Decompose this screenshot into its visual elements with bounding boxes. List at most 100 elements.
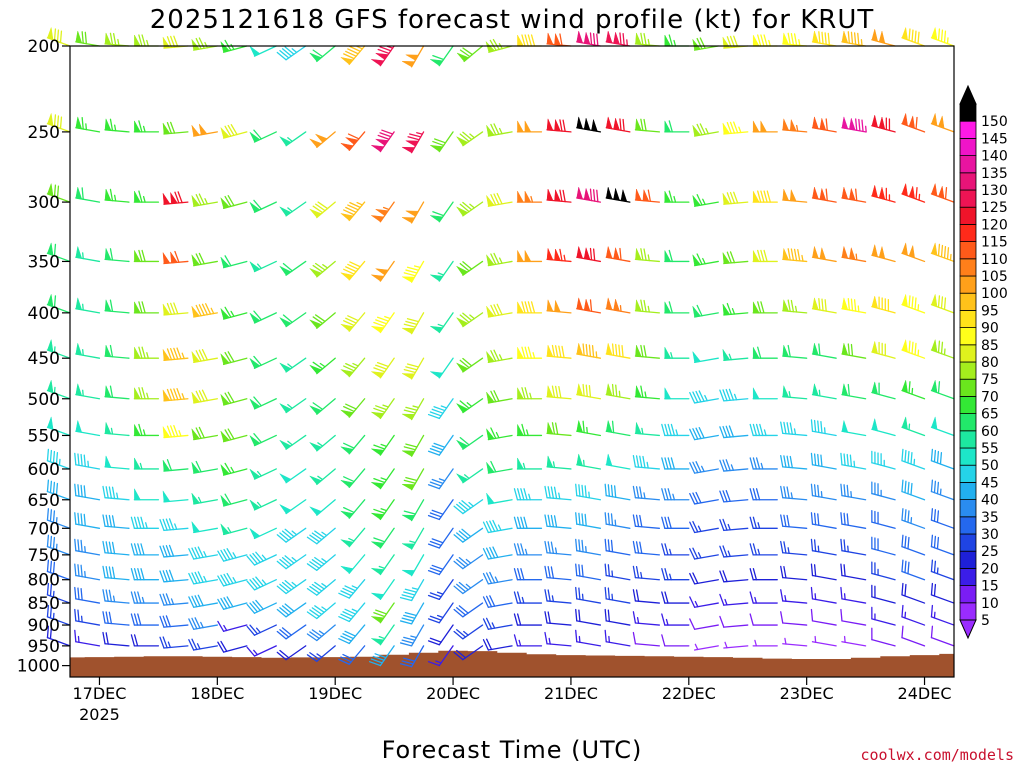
- wind-barb: [575, 563, 602, 581]
- colorbar-swatch: [959, 464, 977, 483]
- wind-barb: [810, 419, 837, 437]
- plot-frame: [69, 45, 955, 678]
- wind-barb: [752, 639, 778, 647]
- wind-barb: [130, 543, 160, 556]
- wind-barb: [75, 187, 101, 203]
- wind-barb: [75, 383, 101, 400]
- colorbar-label: 45: [981, 475, 999, 491]
- wind-barb: [159, 615, 189, 628]
- wind-barb: [871, 381, 896, 400]
- wind-barb: [544, 611, 572, 626]
- wind-barb: [309, 499, 336, 516]
- wind-barb: [371, 554, 395, 576]
- colorbar-swatch: [959, 378, 977, 397]
- credit-link[interactable]: coolwx.com/models: [860, 746, 1014, 764]
- wind-barb: [133, 423, 160, 437]
- wind-barb: [749, 516, 778, 529]
- wind-barb: [456, 434, 484, 450]
- wind-barb: [249, 129, 277, 143]
- wind-barb: [430, 131, 454, 153]
- colorbar-swatch: [959, 223, 977, 242]
- y-tick-label: 250: [28, 123, 60, 143]
- wind-barb: [576, 343, 602, 359]
- wind-barb: [841, 116, 867, 133]
- wind-barb: [399, 645, 425, 668]
- wind-barb: [338, 624, 366, 645]
- wind-barb: [279, 312, 307, 328]
- wind-barb: [576, 116, 602, 133]
- wind-barb: [752, 190, 778, 203]
- wind-barb: [719, 518, 749, 532]
- wind-barb: [246, 551, 277, 566]
- colorbar-swatch: [959, 361, 977, 380]
- colorbar-swatch: [959, 120, 977, 139]
- wind-barb: [841, 343, 867, 359]
- wind-barb: [340, 527, 366, 548]
- wind-barb: [249, 199, 277, 213]
- wind-barb: [401, 312, 425, 335]
- colorbar-swatch: [959, 585, 977, 604]
- y-tick-label: 350: [28, 252, 60, 272]
- wind-barb: [576, 187, 602, 203]
- wind-barb: [427, 579, 454, 601]
- wind-barb: [546, 248, 572, 263]
- wind-barb: [605, 343, 631, 359]
- wind-barb: [664, 301, 690, 314]
- wind-barb: [811, 297, 837, 314]
- wind-barb: [810, 586, 837, 604]
- wind-barb: [661, 591, 690, 604]
- x-tick-label: 18DEC: [190, 684, 244, 703]
- wind-barb: [220, 195, 248, 209]
- wind-barb: [780, 454, 808, 470]
- wind-barb: [482, 638, 513, 651]
- wind-barb: [309, 201, 336, 219]
- wind-barb: [841, 635, 867, 647]
- wind-barb: [220, 255, 248, 269]
- wind-barb: [841, 297, 867, 314]
- wind-barb: [605, 246, 631, 263]
- wind-barb: [74, 563, 101, 581]
- wind-barb: [513, 634, 543, 647]
- x-axis: 17DEC 2025 18DEC 19DEC 20DEC 21DEC 22DEC 23DEC 2…: [72, 677, 952, 724]
- wind-barb: [811, 116, 837, 133]
- wind-barb: [871, 510, 896, 529]
- wind-barb: [102, 611, 130, 626]
- wind-barb: [576, 30, 602, 47]
- wind-barb: [249, 45, 277, 57]
- wind-barb: [632, 631, 660, 647]
- wind-barb: [810, 563, 837, 581]
- wind-barb: [901, 416, 926, 437]
- wind-barb: [516, 346, 543, 359]
- wind-barb: [689, 572, 719, 585]
- wind-barb: [74, 629, 101, 647]
- wind-barb: [456, 260, 484, 276]
- wind-barb: [930, 625, 955, 647]
- colorbar-swatch: [959, 499, 977, 518]
- wind-barb: [309, 131, 336, 148]
- wind-barb: [46, 294, 71, 314]
- wind-barb: [513, 516, 543, 529]
- wind-barb: [162, 490, 189, 503]
- wind-barb: [661, 516, 690, 529]
- colorbar-swatch: [959, 189, 977, 208]
- wind-barb: [133, 120, 160, 133]
- wind-barb: [719, 388, 749, 402]
- wind-barb: [130, 613, 160, 626]
- wind-barb: [162, 459, 189, 472]
- wind-barb: [430, 260, 454, 282]
- wind-barb: [664, 120, 690, 133]
- wind-barb: [279, 398, 307, 414]
- y-tick-label: 800: [28, 571, 60, 591]
- wind-barb: [782, 299, 808, 314]
- wind-barb: [191, 389, 218, 404]
- wind-barb: [159, 593, 189, 606]
- x-tick-sublabel: 2025: [79, 705, 120, 724]
- wind-barb: [102, 565, 130, 581]
- colorbar-label: 140: [981, 149, 1008, 165]
- wind-barb: [604, 563, 631, 581]
- colorbar-swatch: [959, 241, 977, 260]
- wind-barb: [486, 303, 513, 318]
- colorbar-swatch: [959, 430, 977, 449]
- wind-barb: [104, 385, 130, 400]
